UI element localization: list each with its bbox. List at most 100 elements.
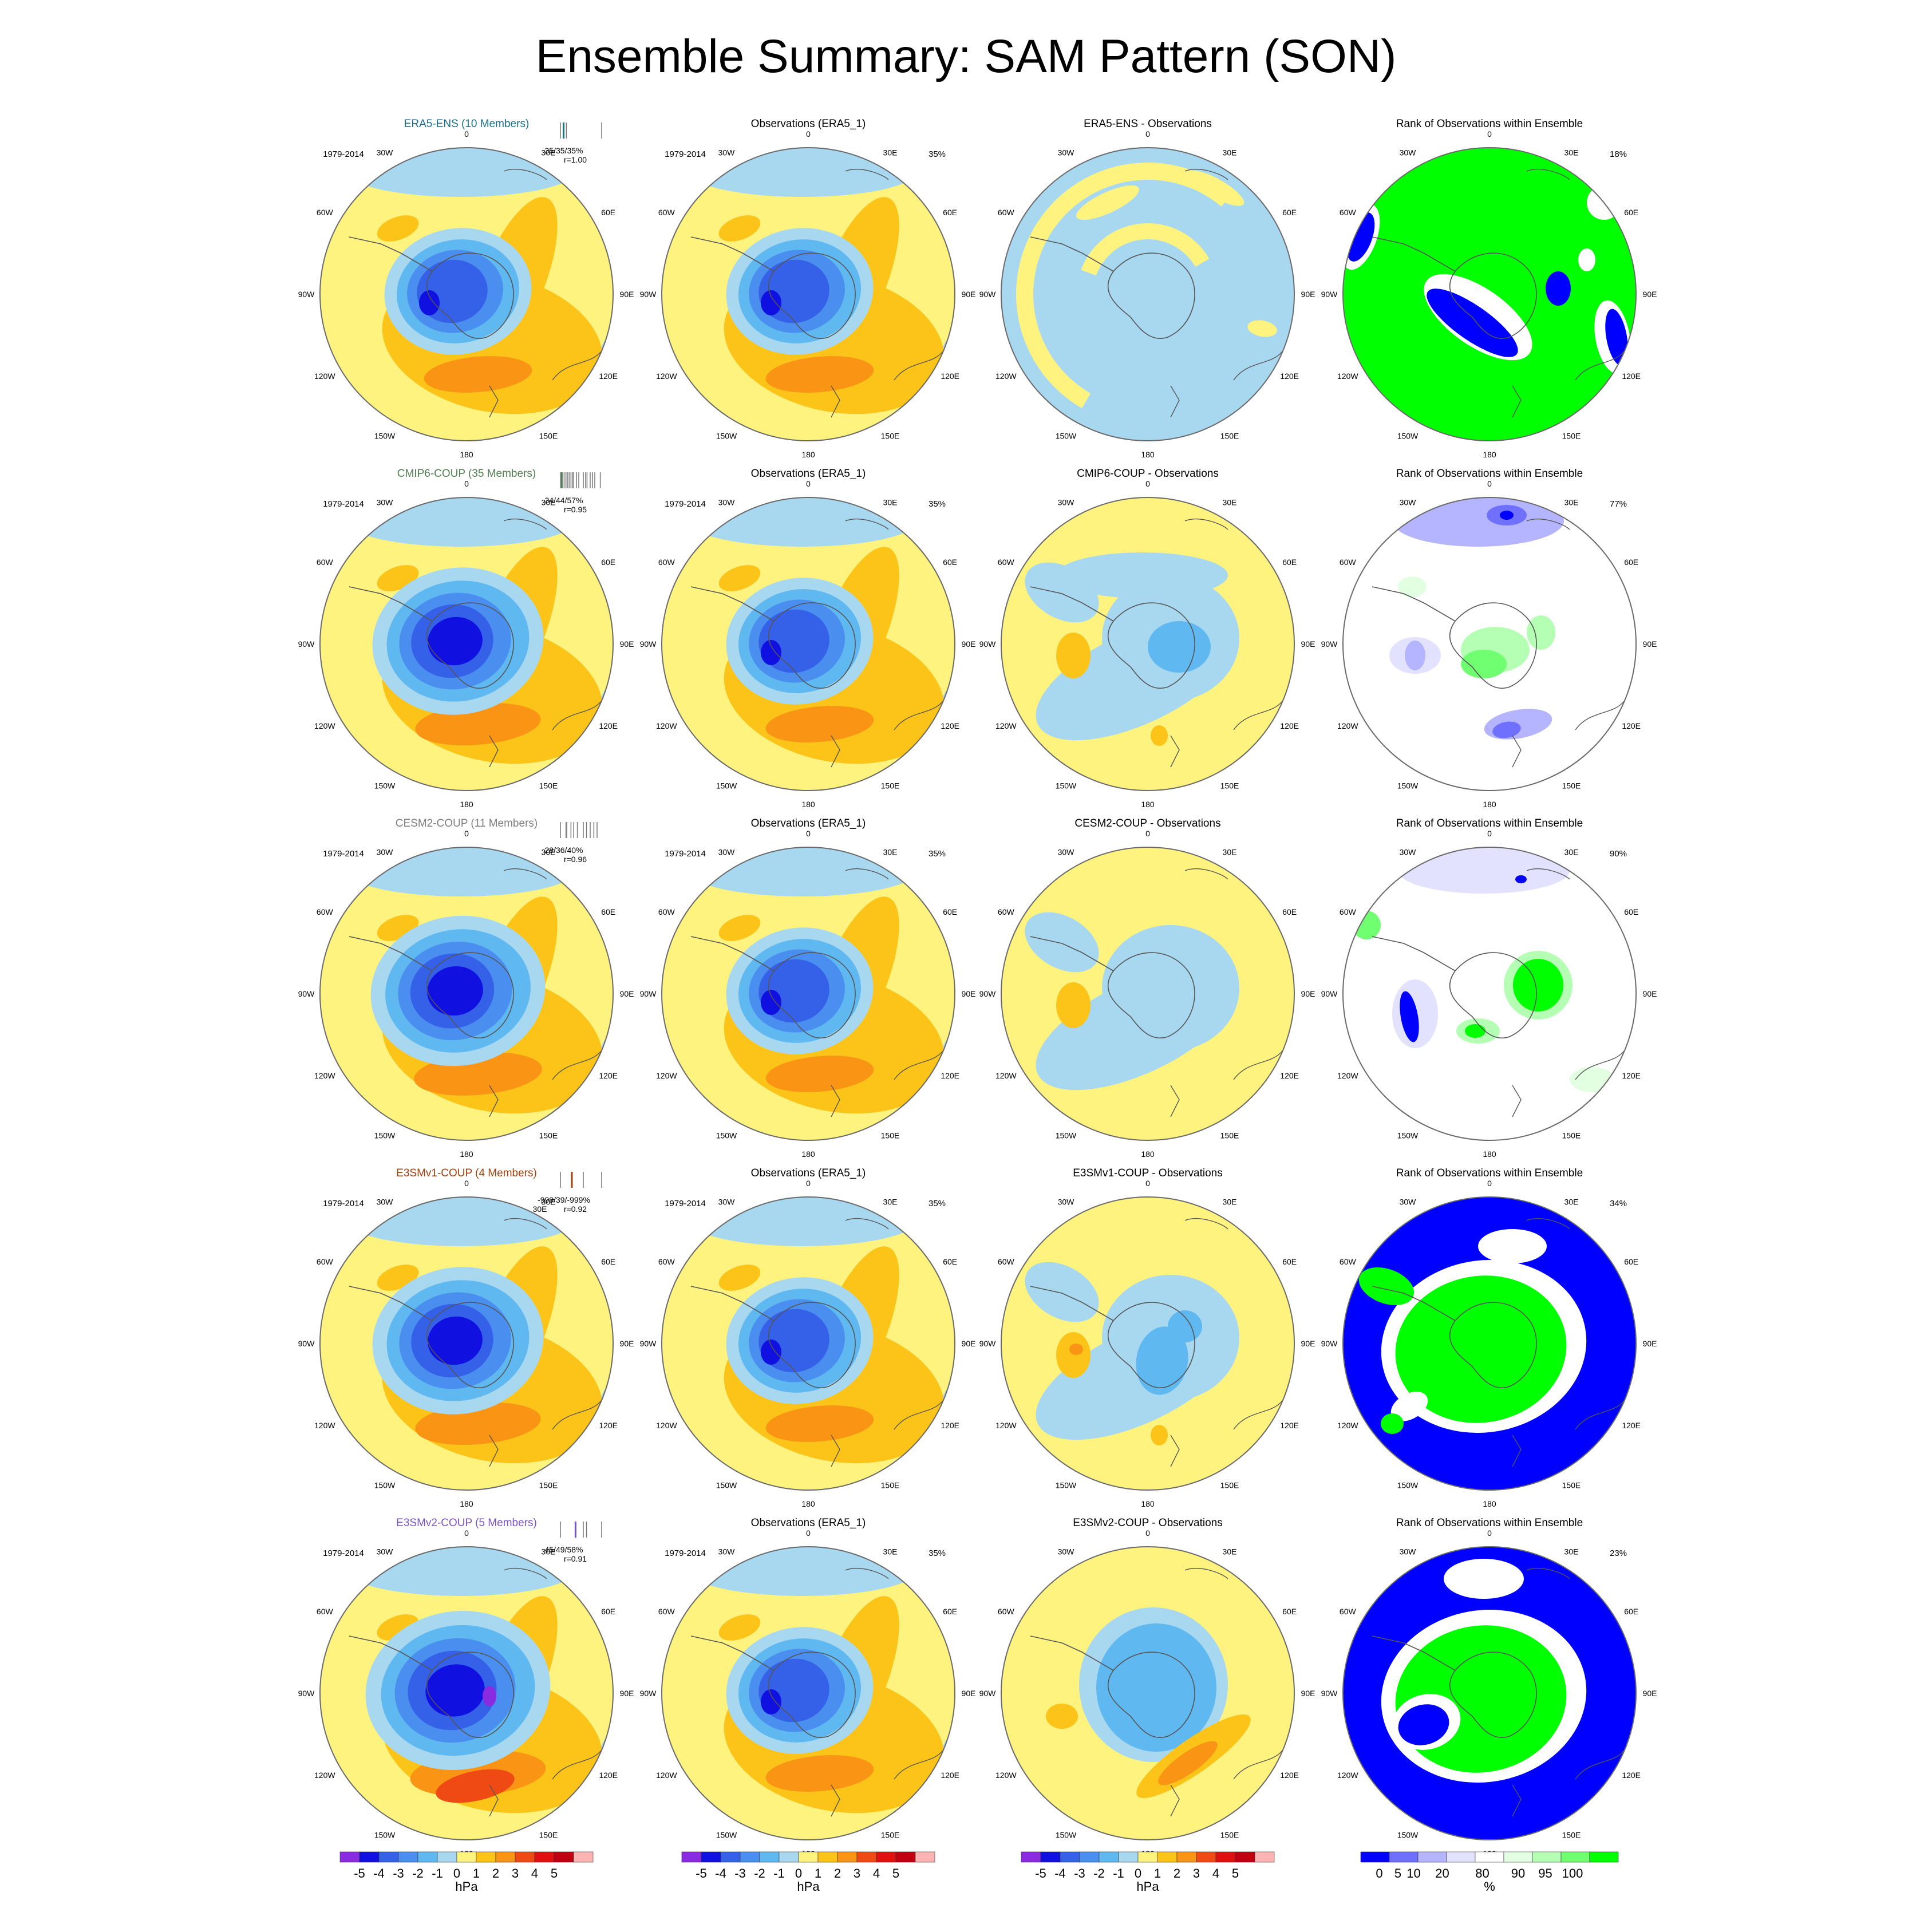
contour-level <box>1151 1425 1168 1445</box>
longitude-label: 150W <box>716 1481 737 1490</box>
rank-region <box>1405 641 1425 670</box>
colorbar-label: -3 <box>393 1866 404 1880</box>
hpa-colorbar: -5 -4 -3 -2 -1 0 1 2 3 4 5 hPa <box>339 1851 594 1894</box>
longitude-label: 0 <box>464 479 469 488</box>
map-field <box>1343 1547 1636 1840</box>
longitude-label: 90E <box>620 1689 634 1698</box>
colorbar-label: -1 <box>1113 1866 1124 1880</box>
australia-coastline <box>1233 1750 1283 1780</box>
longitude-label: 60W <box>317 1607 334 1616</box>
south-america-coastline <box>1030 586 1114 622</box>
rank-region <box>1465 1024 1485 1038</box>
colorbar-box <box>1060 1851 1080 1863</box>
longitude-label: 0 <box>806 1528 811 1538</box>
longitude-label: 180 <box>1483 1499 1496 1508</box>
new-zealand-coastline <box>1170 1085 1180 1117</box>
longitude-label: 60E <box>943 208 957 217</box>
longitude-label: 150E <box>881 781 900 791</box>
new-zealand-coastline <box>489 735 499 768</box>
longitude-label: 90W <box>298 989 315 998</box>
longitude-label: 30E <box>1564 148 1579 157</box>
longitude-label: 60W <box>1340 907 1357 916</box>
longitude-label: 120W <box>995 1071 1017 1080</box>
colorbar-box <box>1118 1851 1139 1863</box>
antarctica-coastline <box>1107 602 1195 689</box>
correlation-label: r=0.91 <box>564 1554 587 1563</box>
longitude-label: 60W <box>317 558 334 567</box>
colorbar-label: 2 <box>1174 1866 1180 1880</box>
longitude-label: 90W <box>979 639 997 649</box>
longitude-label: 90W <box>298 290 315 299</box>
longitude-label: 120W <box>1337 1421 1358 1430</box>
colorbar-label: 0 <box>453 1866 460 1880</box>
longitude-label: 120E <box>941 721 959 730</box>
longitude-label: 30E <box>1223 847 1237 856</box>
map-boundary <box>1001 1546 1295 1840</box>
longitude-label: 120E <box>1280 1071 1299 1080</box>
longitude-label: 0 <box>1487 1528 1492 1538</box>
map-boundary <box>1001 1196 1295 1491</box>
longitude-label: 120E <box>941 1771 959 1780</box>
rank-region <box>1515 875 1527 883</box>
longitude-label: 120W <box>314 721 335 730</box>
colorbar-box <box>515 1851 535 1863</box>
africa-coastline <box>845 519 889 530</box>
longitude-label: 60E <box>601 907 615 916</box>
colorbar-label: 5 <box>551 1866 558 1880</box>
rank-region <box>1527 615 1555 650</box>
rank-region <box>1395 1275 1567 1423</box>
australia-coastline <box>552 701 602 730</box>
contour-level <box>1056 982 1091 1028</box>
new-zealand-coastline <box>831 385 840 418</box>
australia-coastline <box>552 1050 602 1080</box>
longitude-label: 150E <box>881 1831 900 1840</box>
longitude-label: 60E <box>1624 1257 1638 1266</box>
contour-level <box>765 356 874 393</box>
longitude-label: 30E <box>1223 1547 1237 1556</box>
longitude-label: 150W <box>716 1131 737 1140</box>
australia-coastline <box>552 1750 602 1780</box>
contour-level <box>765 706 874 742</box>
africa-coastline <box>503 868 547 880</box>
rank-panel: Rank of Observations within Ensemble 23% 0… <box>1321 1517 1657 1858</box>
model-panel-title: CESM2-COUP (11 Members) <box>396 817 538 829</box>
south-america-coastline <box>1372 586 1456 622</box>
longitude-label: 0 <box>1145 1528 1150 1538</box>
colorbar-label: 0 <box>1376 1866 1382 1880</box>
contour-level <box>1056 1332 1091 1378</box>
period-label: 1979-2014 <box>323 849 364 859</box>
colorbar-box <box>495 1851 516 1863</box>
colorbar-label: -5 <box>354 1866 365 1880</box>
longitude-label: 60E <box>1282 558 1297 567</box>
period-label: 1979-2014 <box>323 499 364 509</box>
longitude-label: 120W <box>995 1771 1017 1780</box>
longitude-label: 30W <box>377 1197 394 1206</box>
longitude-label: 90W <box>640 989 657 998</box>
south-america-coastline <box>349 586 433 622</box>
map-boundary <box>319 1196 614 1491</box>
longitude-label: 30W <box>1058 1547 1075 1556</box>
colorbar-unit: hPa <box>797 1879 820 1894</box>
south-america-coastline <box>690 586 775 622</box>
longitude-label: 60E <box>1624 558 1638 567</box>
longitude-label: 60W <box>1340 1607 1357 1616</box>
obs-percent: 35% <box>929 1199 946 1208</box>
antarctica-coastline <box>768 602 856 689</box>
correlation-label: r=1.00 <box>564 155 587 164</box>
longitude-label: 30E <box>1564 847 1579 856</box>
contour-level <box>1102 925 1239 1051</box>
longitude-label: 0 <box>464 129 469 139</box>
south-america-coastline <box>1372 1286 1456 1321</box>
map-boundary <box>661 847 955 1141</box>
map-field <box>1343 148 1636 441</box>
longitude-label: 0 <box>1487 1179 1492 1188</box>
colorbar-label: -1 <box>773 1866 785 1880</box>
contour-level <box>1188 171 1244 206</box>
longitude-label: 30W <box>1058 1197 1075 1206</box>
longitude-label: 30E <box>1223 497 1237 507</box>
period-label: 1979-2014 <box>323 149 364 159</box>
map-boundary <box>319 1546 614 1840</box>
longitude-label: 150E <box>1220 1481 1239 1490</box>
africa-coastline <box>1526 1568 1570 1579</box>
longitude-label: 30E <box>1564 1547 1579 1556</box>
